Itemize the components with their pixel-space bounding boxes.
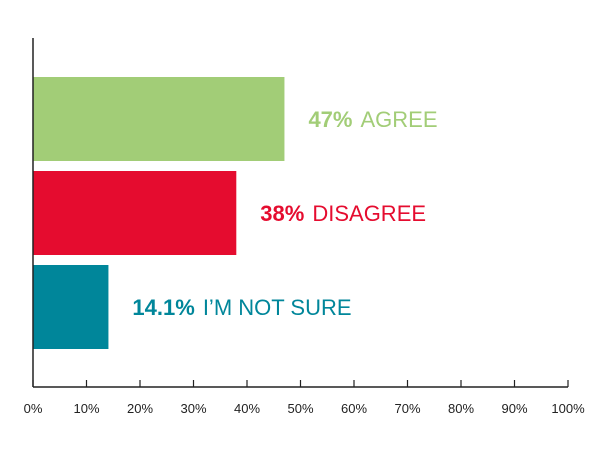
x-tick-label: 70%: [394, 401, 420, 416]
x-tick-label: 40%: [234, 401, 260, 416]
data-label-i-m-not-sure: 14.1% I’M NOT SURE: [132, 295, 351, 320]
x-tick-label: 10%: [73, 401, 99, 416]
data-label-disagree: 38% DISAGREE: [260, 201, 426, 226]
x-tick-label: 0%: [24, 401, 43, 416]
x-tick-label: 50%: [287, 401, 313, 416]
x-tick-label: 20%: [127, 401, 153, 416]
x-tick-label: 100%: [551, 401, 585, 416]
bars-group: [33, 77, 285, 349]
data-label-category: I’M NOT SURE: [203, 295, 352, 320]
x-tick-label: 80%: [448, 401, 474, 416]
data-label-value: 38%: [260, 201, 304, 226]
data-label-category: DISAGREE: [312, 201, 426, 226]
bar-agree: [33, 77, 285, 161]
x-ticks-group: 0% 10% 20% 30% 40% 50% 60% 70% 80% 90% 100%: [24, 380, 585, 416]
x-tick-label: 90%: [501, 401, 527, 416]
x-tick-label: 30%: [180, 401, 206, 416]
bar-labels-group: 47% AGREE 38% DISAGREE 14.1% I’M NOT SURE: [132, 107, 437, 320]
data-label-value: 14.1%: [132, 295, 194, 320]
bar-disagree: [33, 171, 237, 255]
data-label-agree: 47% AGREE: [308, 107, 437, 132]
data-label-category: AGREE: [360, 107, 437, 132]
data-label-value: 47%: [308, 107, 352, 132]
x-tick-label: 60%: [341, 401, 367, 416]
bar-i-m-not-sure: [33, 265, 109, 349]
